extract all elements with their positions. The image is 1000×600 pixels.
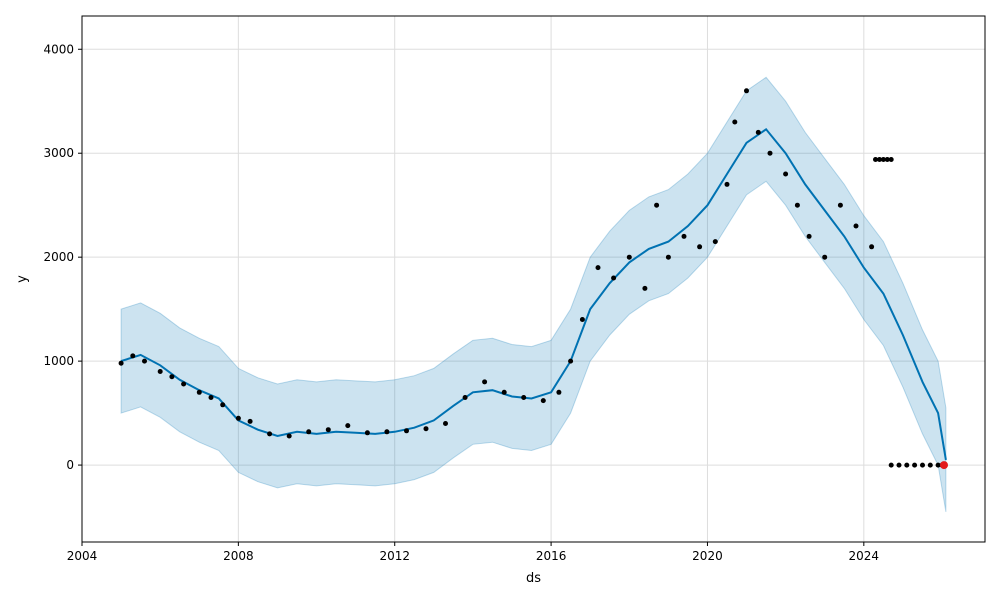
- observed-point: [482, 379, 488, 385]
- observed-point: [837, 202, 843, 208]
- observed-point: [732, 119, 738, 125]
- observed-point: [462, 395, 468, 400]
- observed-point: [697, 244, 703, 250]
- observed-point: [744, 88, 749, 94]
- observed-point: [556, 389, 562, 395]
- observed-point: [935, 462, 941, 468]
- observed-point: [220, 402, 226, 408]
- observed-point: [888, 157, 894, 162]
- observed-point: [767, 150, 773, 156]
- observed-point: [568, 358, 574, 364]
- observed-point: [904, 462, 910, 468]
- x-tick-label: 2012: [379, 549, 410, 563]
- highlight-point: [940, 461, 948, 470]
- observed-point: [896, 462, 902, 468]
- y-tick-label: 4000: [43, 42, 74, 56]
- y-axis-ticks: 0 1000 2000 3000 4000: [43, 42, 82, 472]
- observed-point: [267, 431, 273, 437]
- observed-point: [681, 233, 687, 239]
- observed-point: [247, 418, 253, 424]
- y-axis-label: y: [15, 275, 30, 283]
- observed-points: [118, 88, 948, 470]
- observed-point: [208, 395, 214, 400]
- observed-point: [423, 426, 429, 432]
- x-tick-label: 2020: [692, 549, 723, 563]
- observed-point: [888, 462, 894, 468]
- observed-point: [345, 423, 351, 429]
- observed-point: [654, 202, 660, 208]
- observed-point: [196, 389, 202, 395]
- observed-point: [626, 254, 632, 260]
- observed-point: [869, 244, 875, 250]
- observed-point: [884, 157, 890, 162]
- observed-point: [783, 171, 789, 177]
- observed-point: [806, 233, 812, 239]
- observed-point: [877, 157, 882, 162]
- observed-point: [157, 369, 163, 374]
- x-axis-label: ds: [526, 571, 541, 586]
- observed-point: [540, 398, 546, 404]
- x-tick-label: 2008: [223, 549, 254, 563]
- observed-point: [443, 421, 448, 426]
- observed-point: [364, 430, 370, 436]
- x-tick-label: 2024: [849, 549, 880, 563]
- observed-point: [853, 223, 859, 229]
- y-tick-label: 3000: [43, 146, 74, 160]
- x-axis-ticks: 2004 2008 2012 2016 2020 2024: [67, 542, 879, 563]
- y-tick-label: 2000: [43, 250, 74, 264]
- observed-point: [755, 129, 761, 135]
- observed-point: [880, 157, 886, 162]
- x-tick-label: 2004: [67, 549, 98, 563]
- observed-point: [712, 239, 718, 245]
- observed-point: [521, 395, 527, 400]
- observed-point: [142, 358, 147, 364]
- observed-point: [306, 429, 312, 435]
- y-tick-label: 0: [66, 458, 74, 472]
- observed-point: [927, 462, 933, 468]
- observed-point: [822, 254, 828, 260]
- observed-point: [286, 433, 292, 439]
- observed-point: [912, 462, 918, 468]
- observed-point: [181, 381, 187, 387]
- forecast-line: [120, 127, 947, 461]
- observed-point: [920, 462, 925, 468]
- y-tick-label: 1000: [43, 354, 74, 368]
- observed-point: [724, 181, 730, 187]
- observed-point: [325, 427, 331, 433]
- observed-point: [118, 360, 124, 366]
- grid: [81, 16, 985, 542]
- uncertainty-band: [120, 76, 947, 512]
- observed-point: [611, 275, 617, 281]
- observed-point: [169, 374, 175, 380]
- observed-point: [404, 428, 409, 434]
- observed-point: [595, 265, 601, 271]
- observed-point: [794, 202, 800, 208]
- observed-point: [873, 157, 878, 162]
- plot-frame: [81, 15, 986, 543]
- observed-point: [235, 415, 241, 421]
- observed-point: [384, 429, 390, 435]
- observed-point: [665, 254, 671, 260]
- observed-point: [579, 317, 585, 322]
- observed-point: [642, 285, 648, 291]
- observed-point: [130, 353, 136, 359]
- observed-point: [501, 389, 507, 395]
- x-tick-label: 2016: [536, 549, 567, 563]
